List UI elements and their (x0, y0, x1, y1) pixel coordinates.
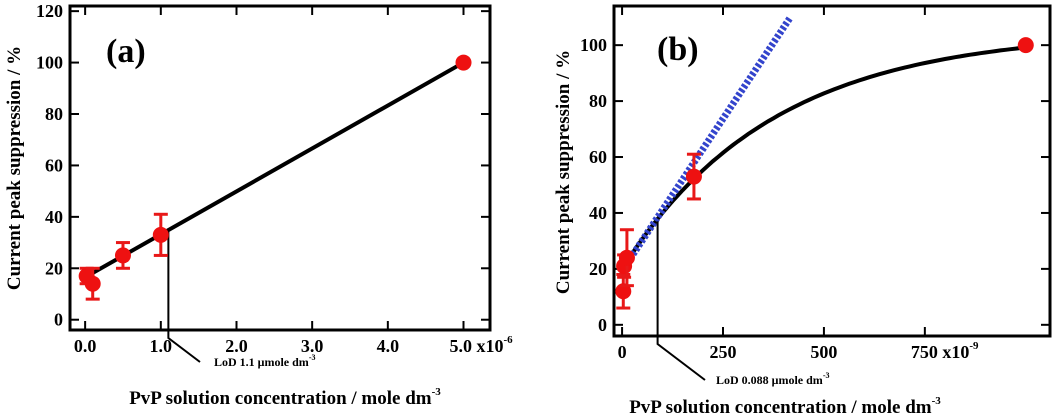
chart-b-fit-curve (620, 45, 1026, 270)
chart-a-x-tick-label: 2.0 (225, 336, 248, 356)
chart-a-y-tick-label: 0 (54, 310, 63, 330)
chart-b-tangent-line (619, 16, 793, 273)
chart-b-lod-label: LoD 0.088 μmole dm-3 (716, 371, 829, 387)
chart-a-x-tick-label: 5.0 x10-6 (450, 334, 514, 356)
chart-a-x-tick-label: 0.0 (74, 336, 97, 356)
chart-b-y-tick-label: 80 (589, 91, 607, 111)
chart-b-x-tick-label: 500 (810, 342, 837, 362)
chart-a-panel-label: (a) (106, 33, 146, 70)
chart-a-x-tick-label: 4.0 (377, 336, 400, 356)
chart-a-data-point (455, 54, 472, 71)
chart-a-x-tick-label: 3.0 (301, 336, 324, 356)
chart-a-y-tick-label: 20 (45, 258, 63, 278)
chart-b-x-tick-label: 0 (618, 342, 627, 362)
chart-a-x-axis-label: PvP solution concentration / mole dm-3 (129, 386, 441, 409)
chart-a-y-tick-label: 80 (45, 104, 63, 124)
chart-a-y-axis-label: Current peak suppression / % (4, 46, 25, 290)
chart-b-lod-line (656, 221, 706, 381)
chart-a-x-tick-label: 1.0 (150, 336, 173, 356)
chart-b-x-tick-label: 750 x10-9 (911, 340, 979, 362)
chart-b-y-tick-label: 20 (589, 259, 607, 279)
chart-b-y-tick-label: 0 (598, 315, 607, 335)
chart-b-x-tick-label: 250 (710, 342, 737, 362)
chart-b-data-point (618, 249, 635, 266)
chart-a-lod-line (167, 231, 201, 363)
chart-a-y-tick-label: 100 (36, 53, 63, 73)
chart-b-data-point (685, 168, 702, 185)
chart-a-data-point (84, 275, 101, 292)
chart-b-y-tick-label: 40 (589, 203, 607, 223)
chart-a-y-tick-label: 60 (45, 155, 63, 175)
chart-a: 0 20 40 60 80 100 120 0.0 1.0 2.0 3.0 4.0 5.0 x10-6 P… (4, 1, 513, 409)
chart-b-panel-label: (b) (657, 31, 699, 68)
chart-b-x-axis-label: PvP solution concentration / mole dm-3 (629, 395, 941, 418)
chart-a-data-point (114, 247, 131, 264)
chart-b-data-point (615, 283, 632, 300)
chart-b: 0 20 40 60 80 100 0 250 500 750 x10-9 PvP solution… (553, 4, 1052, 418)
chart-a-plot-frame (68, 4, 492, 332)
chart-a-y-tick-label: 120 (36, 1, 63, 21)
chart-b-data-point (1017, 37, 1034, 54)
chart-b-y-axis-label: Current peak suppression / % (553, 50, 574, 294)
chart-b-plot-frame (612, 4, 1052, 338)
chart-a-y-tick-label: 40 (45, 207, 63, 227)
chart-b-y-tick-label: 60 (589, 147, 607, 167)
chart-b-y-tick-label: 100 (580, 35, 607, 55)
chart-a-lod-label: LoD 1.1 μmole dm-3 (214, 353, 315, 369)
chart-a-fit-line (84, 60, 465, 280)
chart-a-data-point (152, 226, 169, 243)
